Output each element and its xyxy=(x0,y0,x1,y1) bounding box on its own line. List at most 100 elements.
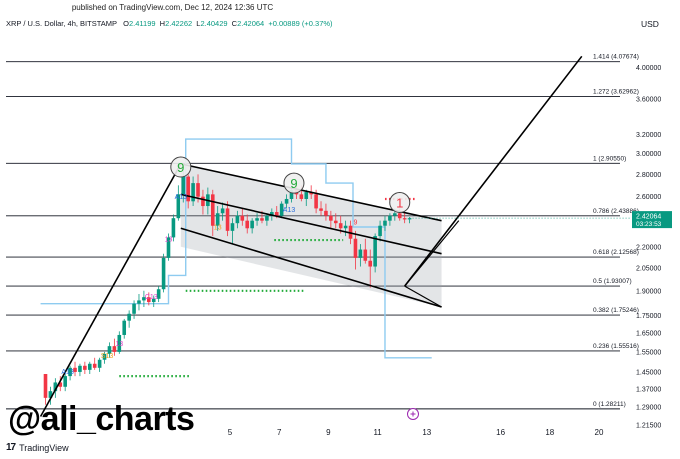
candle-body-46 xyxy=(270,212,274,216)
candles xyxy=(43,165,412,405)
close-value: 2.42064 xyxy=(237,19,265,28)
fib-label-7: 0.236 (1.55516) xyxy=(593,343,639,350)
candle-body-72 xyxy=(397,213,402,219)
published-note: published on TradingView.com, Dec 12, 20… xyxy=(71,3,274,12)
time-axis[interactable]: 5 7 9 11 13 16 18 20 xyxy=(228,428,604,437)
candle-body-6 xyxy=(73,367,77,372)
fib-label-0: 1.414 (4.07674) xyxy=(593,54,639,61)
uptrend-line xyxy=(39,163,182,417)
x-tick-2: 9 xyxy=(326,428,331,437)
y-tick-11: 1.65000 xyxy=(636,331,661,338)
open-label: O xyxy=(123,19,129,28)
candle-body-30 xyxy=(191,183,195,202)
fib-label-5: 0.5 (1.93007) xyxy=(593,278,632,285)
fib-label-8: 0 (1.28211) xyxy=(593,401,626,408)
candle-body-64 xyxy=(358,249,363,258)
candle-body-66 xyxy=(368,260,373,267)
tradingview-footer: 17 TradingView xyxy=(6,442,69,453)
tradingview-brand: TradingView xyxy=(19,442,69,453)
td-label-11: 9 xyxy=(354,219,358,226)
td-label-10: 13 xyxy=(214,225,222,232)
td-count-2: 1 xyxy=(396,195,403,210)
candle-body-8 xyxy=(83,365,87,370)
y-tick-0: 4.00000 xyxy=(636,65,661,72)
currency-label[interactable]: USD xyxy=(641,19,659,29)
x-tick-1: 7 xyxy=(277,428,282,437)
candle-body-32 xyxy=(201,196,205,207)
price-axis[interactable]: 4.00000 3.60000 3.20000 3.00000 2.80000 2.600… xyxy=(636,65,661,430)
candle-body-57 xyxy=(324,210,328,216)
candle-body-15 xyxy=(117,334,122,352)
x-tick-6: 18 xyxy=(545,428,554,437)
breakout-projection-line xyxy=(404,55,583,287)
tradingview-logo-icon: 17 xyxy=(6,442,16,453)
candle-body-0 xyxy=(43,374,48,398)
candle-body-23 xyxy=(156,289,161,299)
candle-body-25 xyxy=(166,237,171,258)
fib-label-3: 0.786 (2.43886) xyxy=(593,208,639,215)
x-tick-7: 20 xyxy=(595,428,604,437)
last-price-value: 2.42064 xyxy=(636,214,661,221)
high-label: H xyxy=(159,19,166,28)
y-tick-12: 1.55000 xyxy=(636,349,661,356)
candle-body-71 xyxy=(393,213,397,216)
candle-body-16 xyxy=(122,320,127,335)
fib-label-1: 1.272 (3.62962) xyxy=(593,89,639,96)
candle-body-12 xyxy=(102,353,107,360)
candle-body-55 xyxy=(314,194,318,209)
candle-body-38 xyxy=(230,223,235,231)
open-value: 2.41199 xyxy=(128,19,156,28)
candle-body-29 xyxy=(186,176,190,202)
candle-body-5 xyxy=(68,367,72,377)
candle-body-36 xyxy=(220,208,225,214)
fib-label-4: 0.618 (2.12568) xyxy=(593,249,639,256)
td-circle-2 xyxy=(389,191,411,213)
x-tick-0: 5 xyxy=(228,428,233,437)
candle-body-21 xyxy=(147,297,151,303)
projection-base-line xyxy=(404,285,442,308)
candle-body-59 xyxy=(333,220,338,224)
y-tick-15: 1.29000 xyxy=(636,405,661,412)
candle-body-34 xyxy=(210,194,215,226)
candle-body-10 xyxy=(92,363,97,368)
y-tick-8: 2.05000 xyxy=(636,265,661,272)
candle-body-47 xyxy=(274,212,279,216)
event-marker[interactable] xyxy=(407,408,419,420)
candle-body-14 xyxy=(112,346,117,352)
candle-body-13 xyxy=(107,346,112,354)
channel-shading xyxy=(180,163,442,308)
candle-body-54 xyxy=(309,192,313,195)
high-value: 2.42262 xyxy=(165,19,193,28)
candle-body-1 xyxy=(48,391,53,398)
candle-body-60 xyxy=(338,223,343,229)
y-tick-13: 1.45000 xyxy=(636,369,661,376)
channel-middle xyxy=(180,193,442,255)
candle-body-20 xyxy=(142,297,146,301)
candle-body-63 xyxy=(353,238,358,258)
change-value: +0.00889 (+0.37%) xyxy=(268,19,333,28)
candle-body-50 xyxy=(289,189,294,199)
y-tick-2: 3.20000 xyxy=(636,132,661,139)
candle-body-24 xyxy=(161,257,166,290)
td-label-5: 13 xyxy=(165,236,173,243)
candle-body-61 xyxy=(343,225,348,229)
symbol-title[interactable]: XRP / U.S. Dollar, 4h, BITSTAMP xyxy=(6,19,117,28)
candle-body-39 xyxy=(235,215,240,224)
candle-body-27 xyxy=(176,194,181,219)
candle-body-56 xyxy=(319,208,323,211)
td-label-7: 13 xyxy=(115,341,123,348)
candle-body-69 xyxy=(383,220,387,226)
candle-body-48 xyxy=(279,203,284,216)
td-label-4: A13 xyxy=(283,207,296,214)
candle-body-41 xyxy=(245,220,250,229)
td-count-0: 9 xyxy=(177,160,184,175)
bar-countdown: 03:23:53 xyxy=(636,221,662,228)
candle-body-42 xyxy=(250,220,254,229)
td-label-3: A13 xyxy=(175,194,188,201)
candle-body-18 xyxy=(132,303,136,314)
candle-body-52 xyxy=(299,194,304,199)
candle-body-67 xyxy=(373,236,377,267)
